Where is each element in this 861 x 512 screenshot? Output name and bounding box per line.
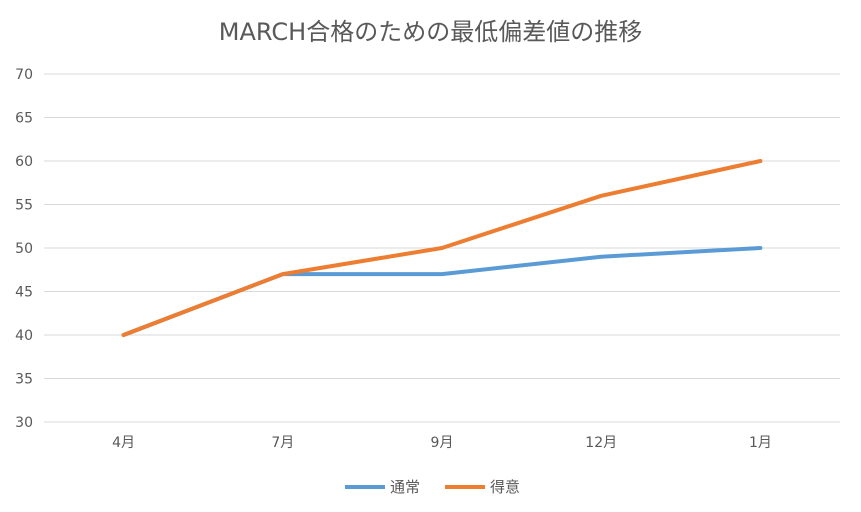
chart-title: MARCH合格のための最低偏差値の推移	[218, 18, 643, 46]
y-tick-label: 35	[15, 372, 33, 388]
legend: 通常 得意	[345, 478, 520, 496]
y-tick-label: 55	[15, 198, 33, 214]
x-tick-label: 1月	[749, 435, 772, 451]
x-tick-label: 12月	[585, 435, 617, 451]
y-tick-label: 60	[15, 154, 33, 170]
series-line-1	[121, 159, 763, 337]
y-tick-label: 50	[15, 241, 33, 257]
legend-label-0: 通常	[390, 478, 420, 496]
y-tick-label: 30	[15, 415, 33, 431]
x-tick-label: 9月	[431, 435, 454, 451]
y-tick-label: 40	[15, 328, 33, 344]
y-tick-label: 65	[15, 111, 33, 127]
series-lines	[121, 159, 763, 337]
x-tick-label: 4月	[112, 435, 135, 451]
x-axis-tick-labels: 4月 7月 9月 12月 1月	[112, 435, 772, 451]
x-tick-label: 7月	[271, 435, 294, 451]
y-axis-tick-labels: 30 35 40 45 50 55 60 65 70	[15, 67, 33, 431]
y-tick-label: 70	[15, 67, 33, 83]
gridlines	[44, 73, 840, 423]
y-tick-label: 45	[15, 285, 33, 301]
legend-label-1: 得意	[490, 478, 520, 496]
